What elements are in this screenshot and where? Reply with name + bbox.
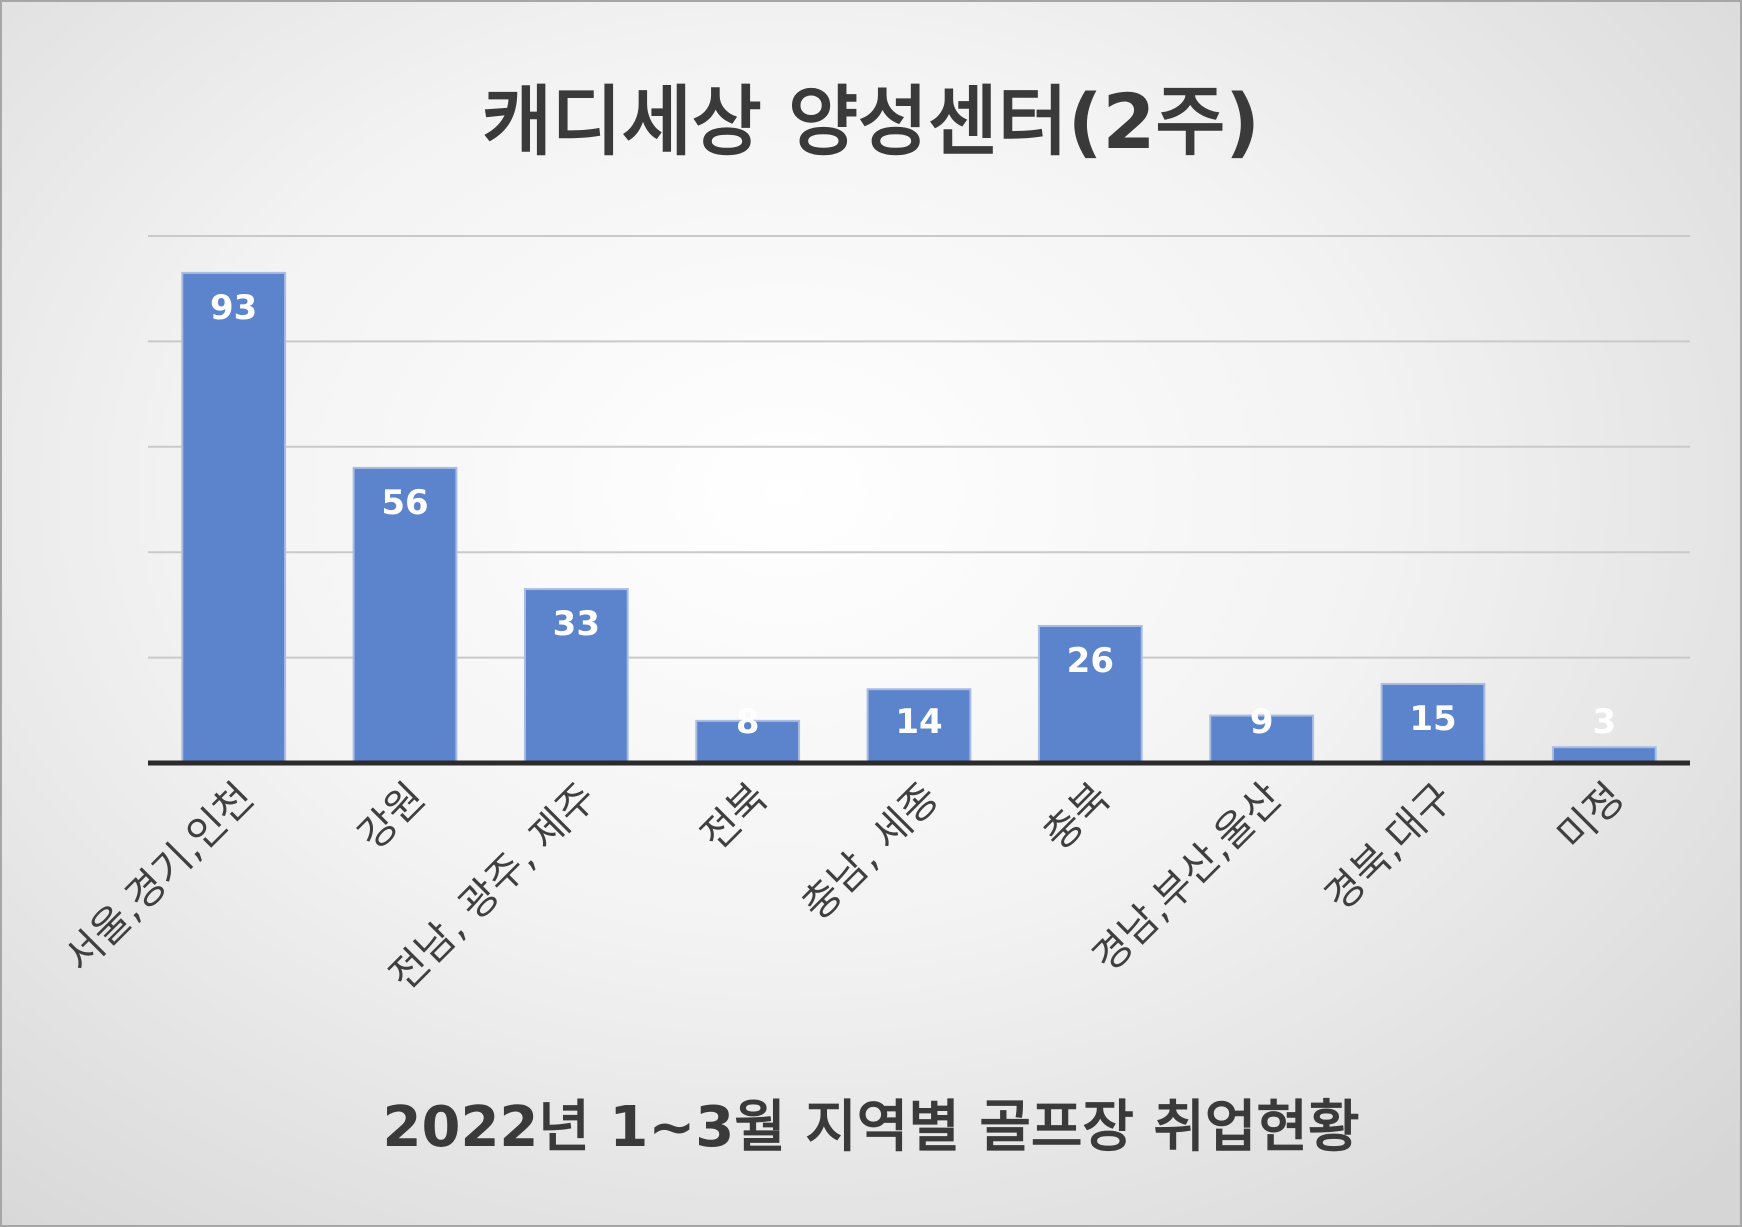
data-label-7: 15 [1409, 699, 1456, 739]
tick-label-1: 강원 [349, 775, 434, 860]
data-label-0: 93 [210, 288, 257, 328]
bars [181, 271, 1657, 765]
tick-label-3: 전북 [692, 775, 777, 860]
data-label-1: 56 [381, 483, 428, 523]
tick-label-0: 서울,경기,인천 [56, 775, 263, 982]
data-label-5: 26 [1067, 641, 1114, 681]
tick-label-8: 미정 [1549, 775, 1634, 860]
tick-label-4: 충남, 세종 [793, 775, 948, 930]
bar-1 [352, 466, 458, 764]
bar-5 [1037, 624, 1143, 764]
bar-2 [523, 588, 629, 765]
data-label-2: 33 [553, 604, 600, 644]
data-label-4: 14 [895, 702, 942, 742]
bar-4 [866, 688, 972, 764]
data-label-8: 3 [1592, 702, 1616, 742]
x-axis-title: 2022년 1~3월 지역별 골프장 취업현황 [382, 1095, 1360, 1160]
bar-6 [1209, 714, 1315, 765]
data-labels: 93 56 33 8 14 26 9 15 3 [210, 288, 1616, 742]
data-label-3: 8 [736, 702, 760, 742]
bar-0 [181, 271, 287, 764]
tick-label-7: 경북,대구 [1316, 775, 1462, 921]
data-label-6: 9 [1250, 702, 1274, 742]
tick-label-5: 충북 [1035, 775, 1120, 860]
chart-title: 캐디세상 양성센터(2주) [481, 77, 1261, 166]
